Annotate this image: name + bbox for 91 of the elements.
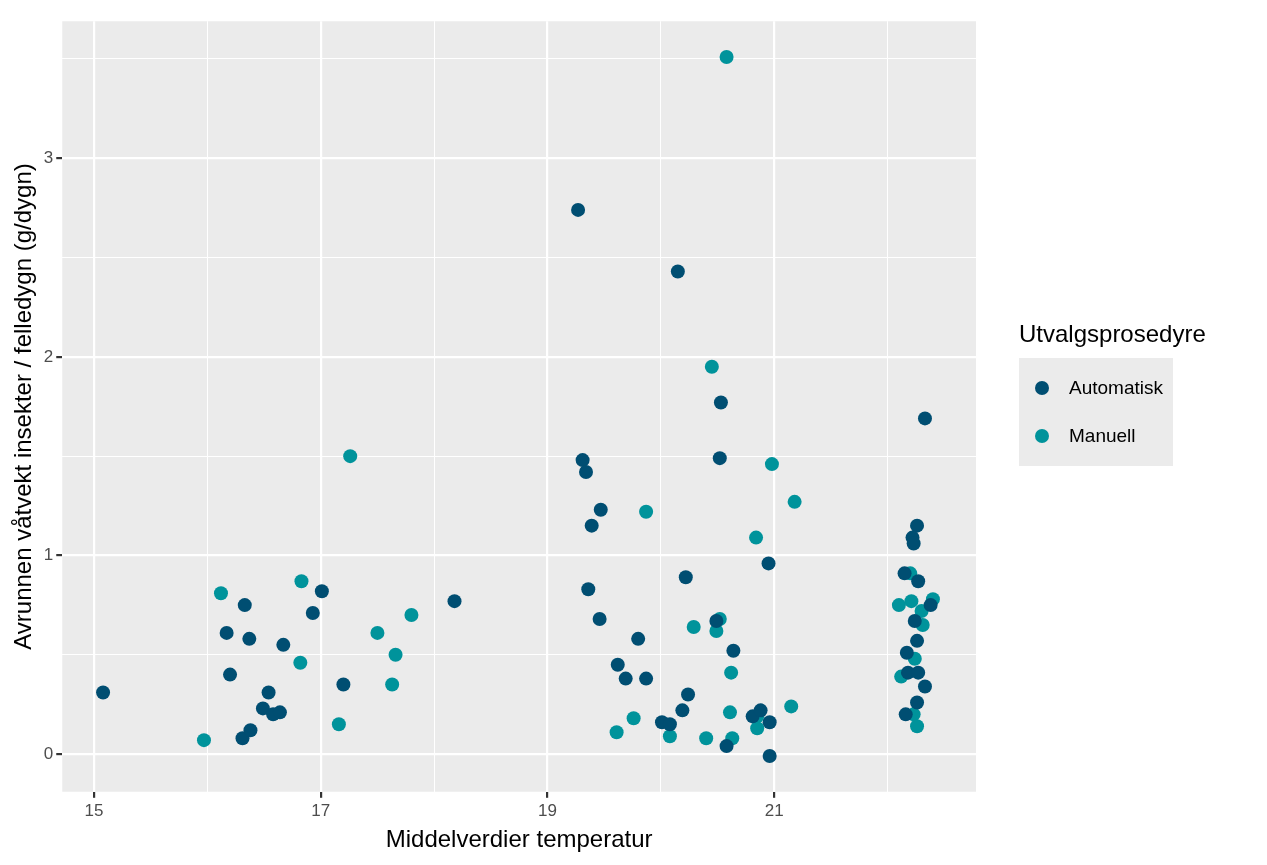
point xyxy=(753,703,768,718)
point xyxy=(910,695,925,710)
point xyxy=(719,739,734,754)
point xyxy=(787,494,802,509)
y-tick-label: 2 xyxy=(43,346,54,366)
y-tick-label: 0 xyxy=(43,743,54,763)
point xyxy=(917,411,932,426)
point xyxy=(584,518,599,533)
point xyxy=(764,457,779,472)
y-tick-label: 1 xyxy=(43,545,54,565)
point xyxy=(910,719,925,734)
point xyxy=(749,530,764,545)
point xyxy=(593,502,608,517)
point xyxy=(917,679,932,694)
point xyxy=(911,665,926,680)
point xyxy=(704,359,719,374)
legend-title: Utvalgsprosedyre xyxy=(1019,319,1206,348)
point xyxy=(294,574,309,589)
point xyxy=(314,584,329,599)
point xyxy=(750,721,765,736)
point xyxy=(762,749,777,764)
point xyxy=(897,566,912,581)
point xyxy=(243,723,258,738)
point xyxy=(784,699,799,714)
point xyxy=(592,612,607,627)
point xyxy=(96,685,111,700)
legend-label: Manuell xyxy=(1069,424,1136,447)
point xyxy=(575,453,590,468)
point xyxy=(618,671,633,686)
point xyxy=(213,586,228,601)
point xyxy=(899,645,914,660)
point xyxy=(579,465,594,480)
point xyxy=(891,598,906,613)
point xyxy=(911,574,926,589)
point xyxy=(609,725,624,740)
x-tick-label: 19 xyxy=(538,800,557,820)
point xyxy=(722,705,737,720)
point xyxy=(237,598,252,613)
point xyxy=(719,49,734,64)
point xyxy=(196,733,211,748)
point xyxy=(675,703,690,718)
point xyxy=(219,625,234,640)
point xyxy=(385,677,400,692)
point xyxy=(904,594,919,609)
x-tick-label: 17 xyxy=(311,800,331,820)
point xyxy=(276,637,291,652)
point xyxy=(678,570,693,585)
point xyxy=(681,687,696,702)
point xyxy=(761,556,776,571)
point xyxy=(639,671,654,686)
point xyxy=(223,667,238,682)
legend-label: Automatisk xyxy=(1069,376,1163,399)
point xyxy=(923,598,938,613)
point xyxy=(910,633,925,648)
point xyxy=(713,395,728,410)
point xyxy=(610,657,625,672)
x-axis-title: Middelverdier temperatur xyxy=(385,825,653,853)
point xyxy=(639,504,654,519)
point xyxy=(581,582,596,597)
point xyxy=(726,643,741,658)
point xyxy=(261,685,276,700)
point xyxy=(293,655,308,670)
point xyxy=(686,619,701,634)
x-tick-label: 21 xyxy=(764,800,784,820)
point xyxy=(331,717,346,732)
point xyxy=(447,594,462,609)
y-axis-title: Avrunnen våtvekt insekter / felledygn (g/dygn) xyxy=(9,163,37,650)
point xyxy=(242,631,257,646)
point xyxy=(907,614,922,628)
point xyxy=(712,451,727,466)
point xyxy=(343,449,358,464)
point xyxy=(336,677,351,692)
point xyxy=(662,717,677,732)
point xyxy=(724,665,739,680)
point xyxy=(670,264,685,279)
point xyxy=(571,202,586,217)
point xyxy=(272,705,287,720)
y-tick-label: 3 xyxy=(43,147,54,167)
point xyxy=(662,729,677,744)
point xyxy=(762,715,777,730)
x-tick-label: 15 xyxy=(84,800,104,820)
point xyxy=(910,518,925,533)
point xyxy=(699,731,714,746)
point xyxy=(898,707,913,722)
point xyxy=(388,647,403,662)
point xyxy=(631,631,646,646)
point xyxy=(370,625,385,640)
point xyxy=(255,701,270,716)
point xyxy=(404,608,419,623)
point xyxy=(626,711,641,726)
point xyxy=(305,606,320,621)
